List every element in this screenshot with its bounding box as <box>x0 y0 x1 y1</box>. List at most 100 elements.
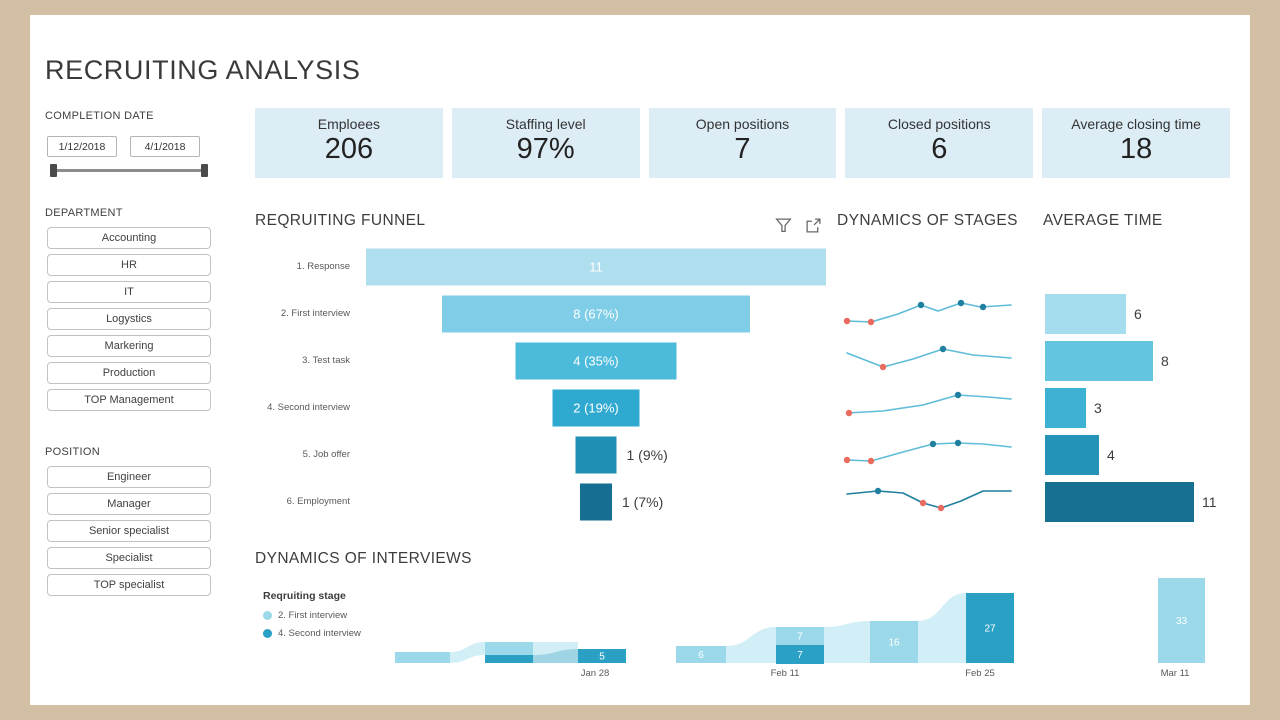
start-date-input[interactable]: 1/12/2018 <box>47 136 117 157</box>
position-button-senior-specialist[interactable]: Senior specialist <box>47 520 211 542</box>
funnel-bar-area: 4 (35%) <box>362 337 830 384</box>
sparkline-marker-teal <box>954 439 962 446</box>
interview-bar[interactable] <box>395 652 450 663</box>
focus-mode-icon[interactable] <box>805 217 822 234</box>
funnel-stage-label: 2. First interview <box>280 308 350 319</box>
funnel-bar-area: 11 <box>362 243 830 290</box>
average-time-title: AVERAGE TIME <box>1043 212 1163 229</box>
ribbon-flow <box>824 621 870 663</box>
ribbon-flow <box>726 627 776 663</box>
position-button-top-specialist[interactable]: TOP specialist <box>47 574 211 596</box>
stage-sparkline <box>846 345 1012 370</box>
kpi-label: Open positions <box>695 116 790 132</box>
interview-bar-value: 7 <box>797 632 803 643</box>
position-button-manager[interactable]: Manager <box>47 493 211 515</box>
slider-handle-right[interactable] <box>201 164 208 177</box>
department-button-production[interactable]: Production <box>47 362 211 384</box>
completion-date-header: COMPLETION DATE <box>45 110 154 122</box>
sparkline-path <box>846 301 1012 323</box>
funnel-bar[interactable] <box>580 483 612 520</box>
ribbon-flow <box>450 642 485 663</box>
department-button-it[interactable]: IT <box>47 281 211 303</box>
date-range: 1/12/2018 4/1/2018 <box>47 136 200 157</box>
sparkline-cell <box>843 431 1021 478</box>
funnel-bar[interactable]: 2 (19%) <box>552 389 640 426</box>
average-time-value: 11 <box>1202 493 1217 510</box>
position-button-specialist[interactable]: Specialist <box>47 547 211 569</box>
sparkline-marker-red <box>937 504 945 511</box>
legend: Reqruiting stage 2. First interview 4. Se… <box>263 590 361 646</box>
funnel-row: 6. Employment 1 (7%) <box>255 478 830 525</box>
kpi-label: Emploees <box>317 116 381 132</box>
funnel-bar[interactable] <box>575 436 617 473</box>
kpi-card-staffing-level: Staffing level 97% <box>451 108 640 178</box>
x-axis-label: Jan 28 <box>581 668 610 679</box>
legend-item-4-second-interview[interactable]: 4. Second interview <box>263 628 361 639</box>
interview-bar-value: 5 <box>599 652 605 663</box>
legend-dot <box>263 629 272 638</box>
interview-bar-value: 6 <box>698 650 704 661</box>
average-time-bar[interactable] <box>1045 481 1194 522</box>
position-button-engineer[interactable]: Engineer <box>47 466 211 488</box>
funnel-stage-label: 6. Employment <box>286 496 350 507</box>
interview-bar[interactable] <box>966 593 1014 663</box>
legend-item-2-first-interview[interactable]: 2. First interview <box>263 610 361 621</box>
funnel-row: 3. Test task 4 (35%) <box>255 337 830 384</box>
slider-track <box>52 169 206 172</box>
stage-sparkline <box>846 487 1012 511</box>
dashboard: RECRUITING ANALYSIS COMPLETION DATE 1/12… <box>30 15 1250 705</box>
average-time-value: 3 <box>1094 399 1102 416</box>
interview-bar-value: 7 <box>797 650 803 661</box>
x-axis-label: Mar 11 <box>1161 668 1190 679</box>
filter-icon[interactable] <box>775 217 792 234</box>
department-button-logystics[interactable]: Logystics <box>47 308 211 330</box>
funnel-bar[interactable]: 11 <box>366 248 826 285</box>
average-time-bar[interactable] <box>1045 434 1099 475</box>
average-time-bar[interactable] <box>1045 387 1086 428</box>
interview-bar[interactable] <box>776 645 824 664</box>
sparkline-path <box>846 489 1012 509</box>
sparkline-marker-red <box>845 409 853 416</box>
average-time-bar[interactable] <box>1045 293 1126 334</box>
end-date-input[interactable]: 4/1/2018 <box>130 136 200 157</box>
average-time-row: 8 <box>1045 337 1245 384</box>
x-axis-label: Feb 11 <box>771 668 800 679</box>
dynamics-of-interviews-title: DYNAMICS OF INTERVIEWS <box>255 550 472 567</box>
date-range-slider[interactable] <box>50 163 208 177</box>
sparkline-cell <box>843 337 1021 384</box>
funnel-stage-label: 3. Test task <box>302 355 350 366</box>
funnel-bar[interactable]: 4 (35%) <box>515 342 677 379</box>
sparkline-marker-red <box>843 456 851 463</box>
department-button-hr[interactable]: HR <box>47 254 211 276</box>
kpi-value: 7 <box>734 133 751 165</box>
interview-bar[interactable] <box>1158 578 1205 663</box>
department-slicer: Accounting HR IT Logystics Markering Producti… <box>47 227 211 411</box>
department-button-top-management[interactable]: TOP Management <box>47 389 211 411</box>
interview-bar[interactable] <box>485 655 533 663</box>
funnel-bar-area: 8 (67%) <box>362 290 830 337</box>
stage-sparkline <box>843 299 1012 325</box>
funnel-bar-area: 1 (7%) <box>362 478 830 525</box>
average-time-bar[interactable] <box>1045 340 1153 381</box>
kpi-label: Average closing time <box>1071 116 1201 132</box>
interview-bar[interactable] <box>578 649 626 663</box>
page-title: RECRUITING ANALYSIS <box>45 55 361 85</box>
interview-bar[interactable] <box>870 621 918 663</box>
department-button-accounting[interactable]: Accounting <box>47 227 211 249</box>
average-time-row: 11 <box>1045 478 1245 525</box>
position-slicer: Engineer Manager Senior specialist Speciali… <box>47 466 211 596</box>
department-button-markering[interactable]: Markering <box>47 335 211 357</box>
sparkline-marker-teal <box>939 345 947 352</box>
average-time-value: 8 <box>1161 352 1169 369</box>
funnel-row: 1. Response 11 <box>255 243 830 290</box>
x-axis-label: Feb 25 <box>965 668 995 679</box>
funnel-chart: 1. Response 11 2. First interview 8 (67%) 3.… <box>255 243 830 525</box>
slider-handle-left[interactable] <box>50 164 57 177</box>
sparkline-cell <box>843 290 1021 337</box>
interview-bar[interactable] <box>485 642 533 655</box>
interview-bar[interactable] <box>776 627 824 645</box>
funnel-bar[interactable]: 8 (67%) <box>442 295 750 332</box>
average-time-value: 4 <box>1107 446 1115 463</box>
interview-bar[interactable] <box>676 646 726 663</box>
sparkline-marker-red <box>919 499 927 506</box>
